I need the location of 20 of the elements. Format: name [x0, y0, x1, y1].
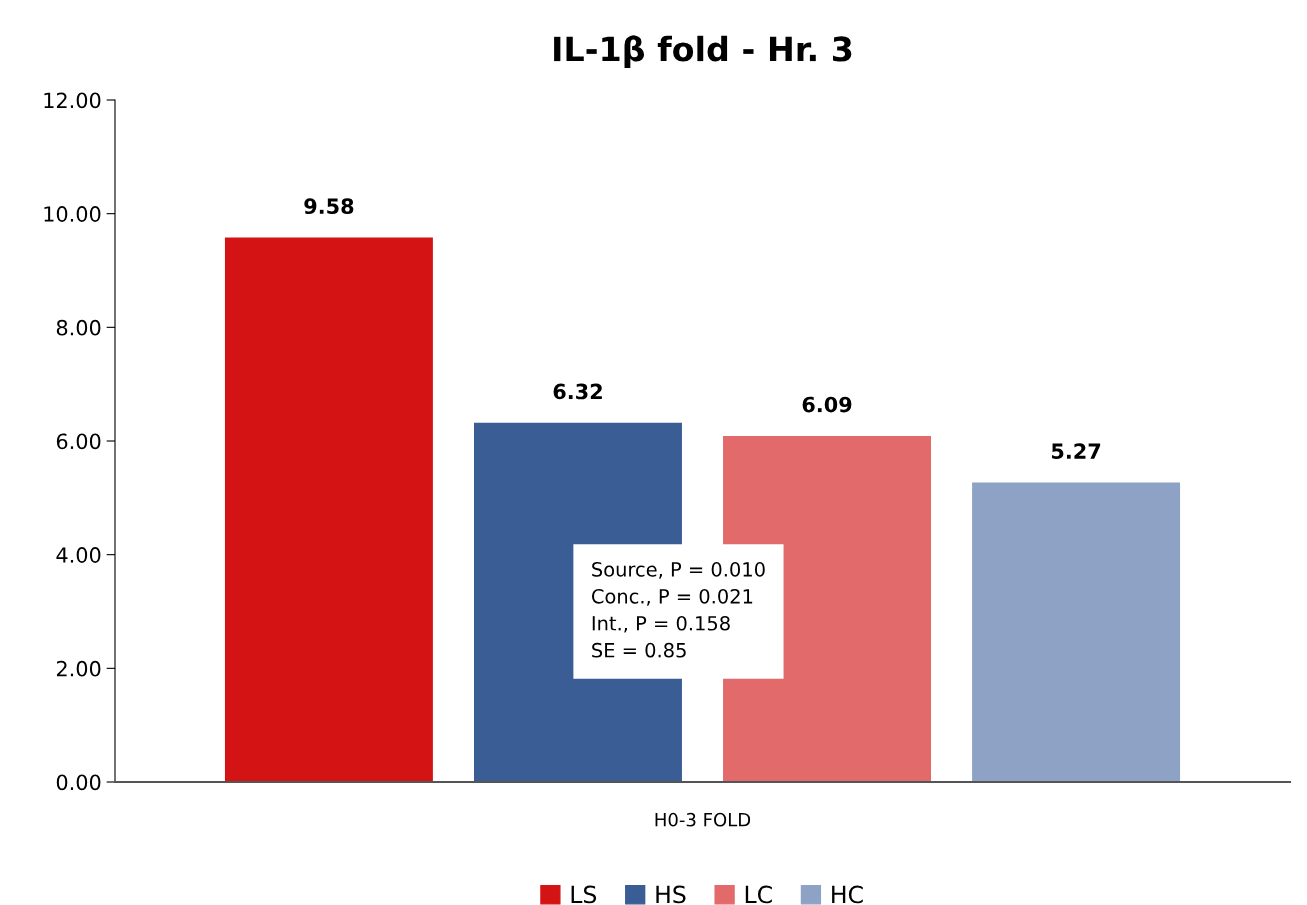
y-tick-label: 8.00 [56, 319, 101, 336]
data-label: 6.32 [553, 383, 602, 400]
legend-label: LS [571, 885, 597, 904]
data-label: 5.27 [1051, 443, 1101, 460]
data-label: 9.58 [304, 198, 354, 215]
legend-label: HS [656, 885, 686, 904]
x-tick-label: H0-3 FOLD [655, 812, 751, 827]
legend-label: LC [745, 885, 772, 904]
y-tick-label: 10.00 [44, 206, 101, 222]
bar [972, 482, 1181, 782]
chart-title: IL-1β fold - Hr. 3 [554, 35, 852, 69]
y-tick-label: 2.00 [56, 660, 101, 677]
data-label: 6.09 [802, 396, 852, 413]
bar [224, 237, 433, 782]
legend-label: HC [832, 885, 863, 904]
y-tick-label: 6.00 [56, 433, 101, 450]
y-tick-label: 0.00 [56, 774, 101, 791]
y-tick-label: 12.00 [44, 92, 101, 109]
annotation: Source, P = 0.010 Conc., P = 0.021 Int., P = 0.158 SE = 0.85 [591, 562, 765, 658]
y-tick-label: 4.00 [56, 547, 101, 563]
